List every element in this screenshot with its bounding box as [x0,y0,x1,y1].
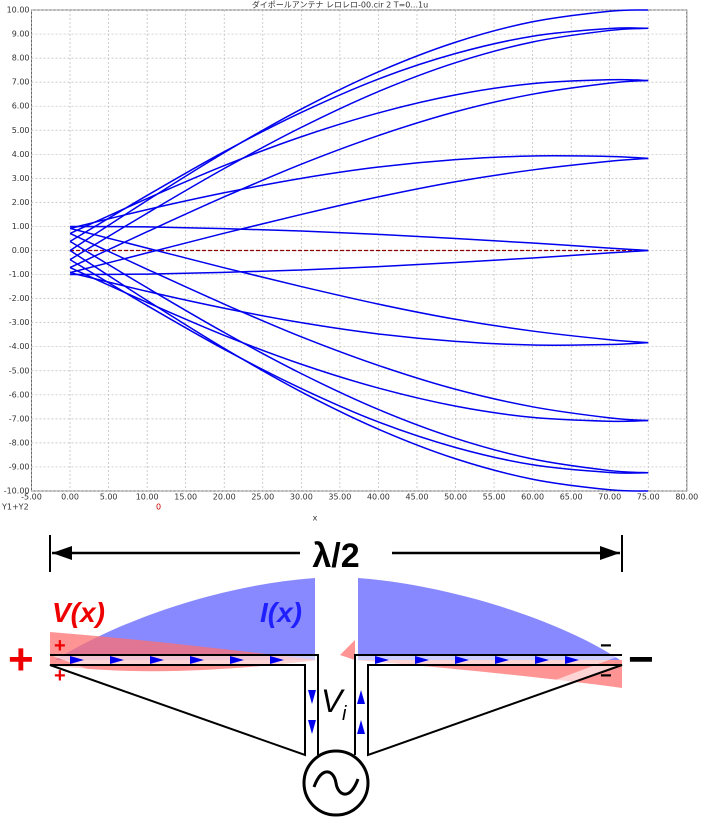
x-tick-label: 20.00 [213,493,236,502]
y-tick-label: 2.00 [12,198,30,207]
series-line [70,249,649,276]
series-line [69,232,649,422]
current-label: I(x) [260,597,302,628]
y-tick-label: 0.00 [12,246,30,255]
arrow-head [600,546,620,560]
y-tick-label: 9.00 [12,30,30,39]
y-tick-label: -4.00 [9,342,30,351]
source-subscript: i [342,703,347,725]
y-tick-label: -3.00 [9,318,30,327]
minus-sign: − [600,665,612,687]
source-symbol [312,770,360,796]
series-line [69,27,649,261]
y-tick-label: 10.00 [7,6,30,15]
current-arrows [70,656,579,734]
series-line [69,78,649,235]
y-tick-label: 7.00 [12,78,30,87]
y-tick-label: -5.00 [9,366,30,375]
plus-sign: + [54,635,66,657]
x-tick-label: 35.00 [328,493,351,502]
series-line [69,157,649,274]
series-line [69,271,649,346]
x-tick-label: 5.00 [100,493,118,502]
series-line [70,225,649,252]
plus-sign: + [54,665,66,687]
x-axis-label: x [313,514,318,523]
wire [354,654,623,757]
x-tick-label: 55.00 [483,493,506,502]
trace-label: Y1+Y2 [1,503,29,512]
series-line [69,155,649,230]
series-line [69,266,649,423]
x-tick-label: 40.00 [367,493,390,502]
x-tick-label: 65.00 [560,493,583,502]
plus-sign: + [8,635,34,684]
x-tick-label: -5.00 [21,493,42,502]
series-line [69,240,649,474]
y-tick-label: -8.00 [9,438,30,447]
y-tick-label: -1.00 [9,270,30,279]
minus-sign: − [628,635,654,684]
series-line [69,258,649,474]
x-tick-label: 10.00 [136,493,159,502]
voltage-label: V(x) [52,597,105,628]
x-tick-label: 15.00 [174,493,197,502]
x-tick-label: 25.00 [251,493,274,502]
y-tick-label: 6.00 [12,102,30,111]
y-tick-label: 8.00 [12,54,30,63]
diagram: λ/2 V(x) I(x) V i + + + − − − [8,535,654,817]
voltage-lobe [340,640,355,660]
span-label: λ/2 [312,537,359,575]
y-tick-label: 5.00 [12,126,30,135]
y-tick-label: -7.00 [9,414,30,423]
minus-sign: − [600,635,612,657]
series-line [69,9,649,252]
y-tick-label: -9.00 [9,462,30,471]
x-tick-label: 30.00 [290,493,313,502]
x-tick-label: 80.00 [675,493,698,502]
x-tick-label: 45.00 [406,493,429,502]
y-tick-label: -2.00 [9,294,30,303]
x-tick-label: 70.00 [598,493,621,502]
series-line [69,249,649,492]
voltage-lobe [355,660,622,688]
y-tick-label: 4.00 [12,150,30,159]
y-tick-label: -6.00 [9,390,30,399]
current-lobe [358,578,620,660]
series-line [69,227,649,344]
series-line [69,27,649,243]
arrow-head [52,546,72,560]
plot-area: -10.00 -9.00 -8.00 -7.00 -6.00 -5.00 -4.00 -3.0… [4,6,699,502]
y-tick-label: 1.00 [12,222,30,231]
chart-title: ダイポールアンテナ レロレロ-00.cir 2 T=0...1u [252,0,428,10]
y-tick-label: 3.00 [12,174,30,183]
trace-label: 0 [156,503,161,512]
x-tick-label: 0.00 [61,493,79,502]
source-label: V [321,683,345,719]
wire [49,654,319,757]
y-tick-label: -10.00 [4,487,30,496]
series-line [69,79,649,269]
x-tick-label: 50.00 [444,493,467,502]
x-tick-label: 60.00 [521,493,544,502]
x-tick-label: 75.00 [637,493,660,502]
